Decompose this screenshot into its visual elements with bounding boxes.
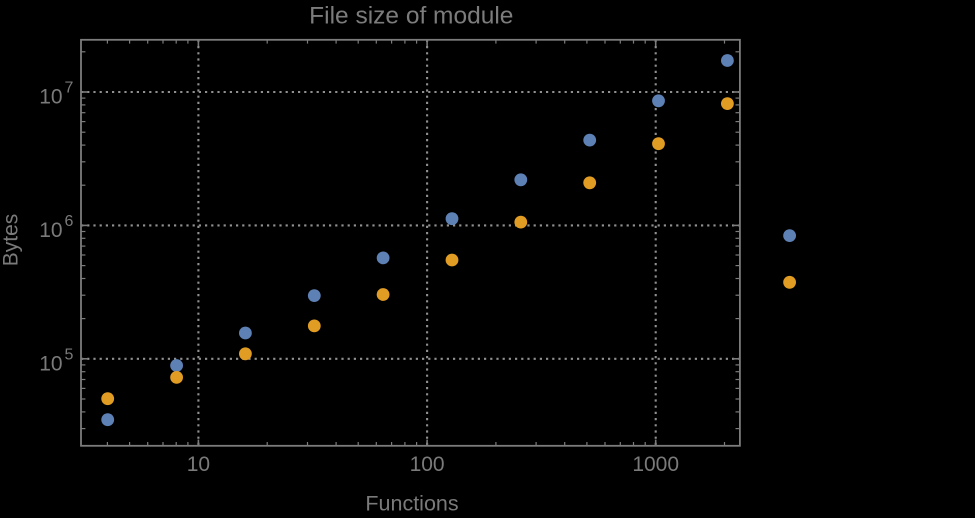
svg-text:File size of module: File size of module: [309, 3, 513, 30]
svg-text:7: 7: [65, 80, 74, 97]
svg-text:10: 10: [39, 219, 62, 242]
svg-text:10: 10: [39, 352, 62, 375]
svg-text:100: 100: [410, 453, 445, 476]
svg-text:10: 10: [187, 453, 210, 476]
svg-text:1000: 1000: [632, 453, 679, 476]
svg-text:Functions: Functions: [365, 492, 458, 514]
svg-text:10: 10: [39, 86, 62, 109]
svg-text:5: 5: [65, 346, 74, 363]
svg-text:6: 6: [65, 213, 74, 230]
svg-text:Bytes: Bytes: [0, 214, 22, 267]
